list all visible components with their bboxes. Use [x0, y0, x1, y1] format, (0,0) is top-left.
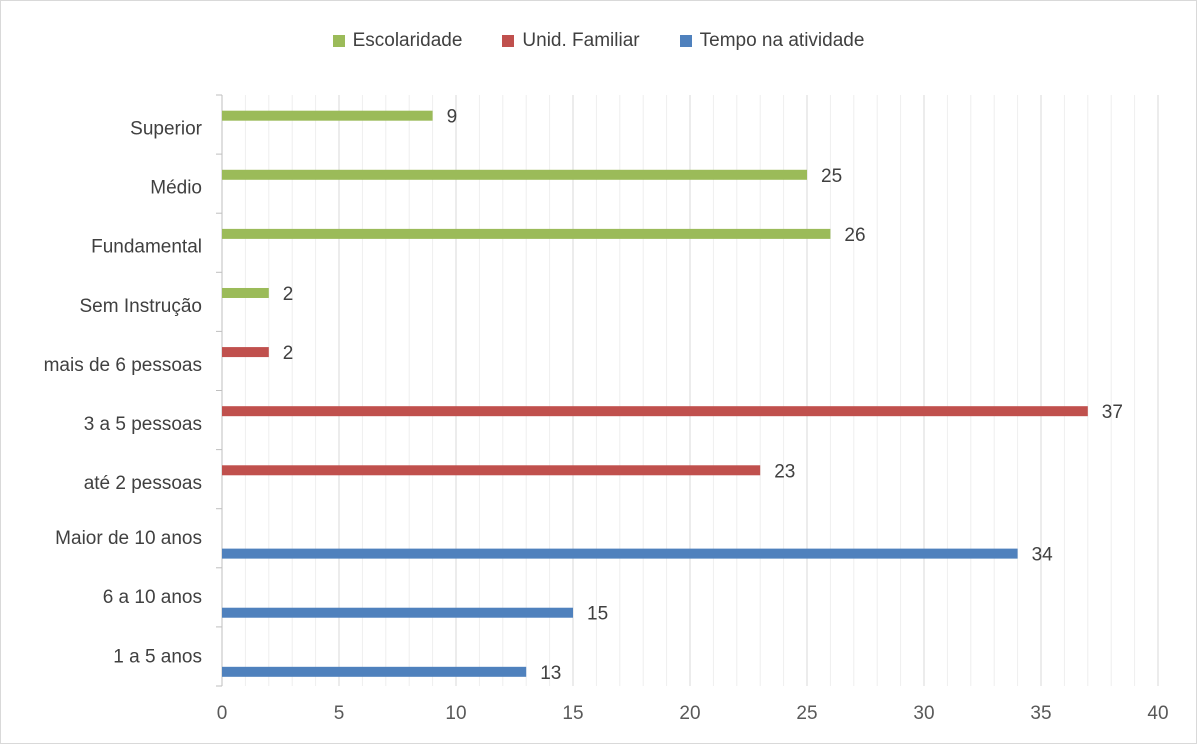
data-label-sem-instrucao: 2: [283, 284, 294, 305]
x-tick-label: 10: [445, 703, 466, 724]
legend-item-tempo-atividade: Tempo na atividade: [679, 30, 865, 52]
bar-3-a-5-pessoas: [222, 406, 1088, 417]
bar-mais-de-6-pessoas: [222, 347, 269, 358]
data-label-medio: 25: [821, 166, 842, 187]
bar-superior: [222, 110, 433, 121]
data-label-superior: 9: [447, 107, 458, 128]
legend: Escolaridade Unid. Familiar Tempo na ati…: [0, 30, 1197, 52]
x-tick-label: 40: [1147, 703, 1168, 724]
category-label-fundamental: Fundamental: [91, 237, 202, 258]
category-label-mais-de-6-pessoas: mais de 6 pessoas: [44, 355, 202, 376]
x-tick-label: 30: [913, 703, 934, 724]
x-tick-label: 15: [562, 703, 583, 724]
bar-6-a-10-anos: [222, 607, 573, 618]
category-label-ate-2-pessoas: até 2 pessoas: [84, 473, 202, 494]
bar-ate-2-pessoas: [222, 465, 761, 476]
x-tick-label: 0: [217, 703, 228, 724]
x-tick-label: 5: [334, 703, 345, 724]
x-tick-label: 25: [796, 703, 817, 724]
data-label-6-a-10-anos: 15: [587, 604, 608, 625]
bar-maior-de-10-anos: [222, 548, 1018, 559]
category-label-1-a-5-anos: 1 a 5 anos: [113, 646, 202, 667]
legend-swatch-escolaridade: [332, 35, 345, 47]
bar-1-a-5-anos: [222, 666, 527, 677]
category-label-3-a-5-pessoas: 3 a 5 pessoas: [84, 414, 202, 435]
bar-medio: [222, 169, 807, 180]
bar-sem-instrucao: [222, 287, 269, 298]
category-label-6-a-10-anos: 6 a 10 anos: [103, 587, 202, 608]
category-label-medio: Médio: [150, 178, 202, 199]
data-label-fundamental: 26: [844, 225, 865, 246]
category-label-sem-instrucao: Sem Instrução: [80, 296, 203, 317]
category-label-superior: Superior: [130, 119, 202, 140]
legend-item-escolaridade: Escolaridade: [332, 30, 463, 52]
data-label-1-a-5-anos: 13: [540, 663, 561, 684]
category-label-maior-de-10-anos: Maior de 10 anos: [55, 528, 202, 549]
x-tick-label: 35: [1030, 703, 1051, 724]
bar-fundamental: [222, 228, 831, 239]
legend-swatch-tempo-atividade: [679, 35, 692, 47]
legend-label-tempo-atividade: Tempo na atividade: [699, 30, 865, 51]
legend-item-unid-familiar: Unid. Familiar: [502, 30, 640, 52]
legend-label-unid-familiar: Unid. Familiar: [522, 30, 640, 51]
x-tick-label: 20: [679, 703, 700, 724]
data-label-mais-de-6-pessoas: 2: [283, 343, 294, 364]
data-label-maior-de-10-anos: 34: [1032, 545, 1054, 566]
data-label-ate-2-pessoas: 23: [774, 461, 795, 482]
data-label-3-a-5-pessoas: 37: [1102, 402, 1123, 423]
legend-swatch-unid-familiar: [502, 35, 515, 47]
legend-label-escolaridade: Escolaridade: [352, 30, 463, 51]
